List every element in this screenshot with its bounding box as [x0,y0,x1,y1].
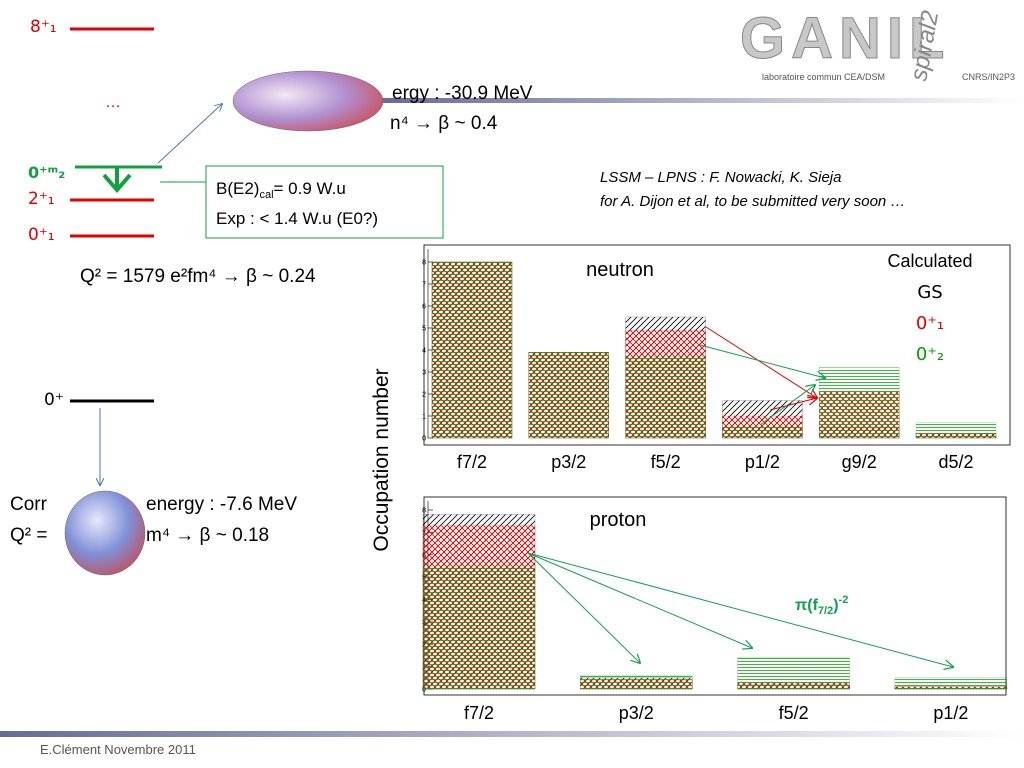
chart-title: proton [590,509,647,531]
t: π(f [795,597,819,614]
legend-entry: GS [917,282,942,303]
arrow [527,552,953,667]
level-label: 0⁺ [44,390,64,410]
x-tick-label: p3/2 [551,452,586,472]
be2-text: Exp : < 1.4 W.u (E0?) [216,209,378,228]
header-bar [380,98,1024,103]
be2-text: B(E2)cal= 0.9 W.u [216,179,346,201]
spherical-shape [64,490,146,576]
chart-title: neutron [586,259,654,281]
y-tick-label: 2 [422,392,426,399]
t: = 0.9 W.u [274,179,346,198]
level-label: 8⁺₁ [30,17,57,37]
x-tick-label: f5/2 [779,703,809,723]
y-axis-label: Occupation number [370,368,393,551]
x-tick-label: d5/2 [938,452,973,472]
y-tick-label: 8 [422,508,426,515]
y-tick-label: 8 [422,260,426,267]
level-label: 2⁺₁ [28,189,55,209]
text: Corr [10,494,48,515]
x-tick-label: p1/2 [745,452,780,472]
y-tick-label: 7 [422,282,426,289]
y-tick-label: 6 [422,304,426,311]
text: ergy : -30.9 MeV [392,83,533,104]
y-tick-label: 5 [422,326,426,333]
text: energy : -7.6 MeV [146,494,297,515]
bar [737,657,850,690]
y-tick-label: 3 [422,370,426,377]
bar [431,261,513,439]
bar [819,367,900,439]
level-label: 0⁺₁ [28,225,55,245]
x-tick-label: f7/2 [464,703,494,723]
bar [625,356,706,439]
credit: LSSM – LPNS : F. Nowacki, K. Sieja [600,169,842,186]
connector [157,104,222,164]
arrow [527,552,640,663]
y-tick-label: 4 [422,348,426,355]
t: ) [833,597,838,614]
t: cal [259,189,273,201]
x-tick-label: f7/2 [457,452,487,472]
plot-frame [423,244,1011,446]
arrow [699,344,825,378]
y-tick-label: 1 [422,414,426,421]
x-tick-label: g9/2 [842,452,877,472]
text: n⁴ → β ~ 0.4 [390,113,498,134]
bar [915,422,997,439]
charts: 0 1 2 3 4 5 6 7 8 f7/2 p3/2 f5/2 p1/2 g9/2 d5/2 neutron… [422,244,1011,723]
arrow [705,326,817,398]
text: m⁴ → β ~ 0.18 [146,525,269,546]
y-tick-label: 0 [422,436,426,443]
be2-box [205,165,444,239]
logo-name: GANIL [740,6,950,71]
arrow [769,398,817,411]
bar [894,677,1008,690]
y-tick-label: 0 [422,687,426,694]
bar [528,352,609,439]
bar [722,426,803,439]
text: Q² = [10,525,47,546]
legend-entry: 0⁺₂ [916,344,944,365]
t: 7/2 [818,605,833,617]
prolate-shape [232,70,384,132]
legend-entry: 0⁺₁ [916,313,944,334]
credit: for A. Dijon et al, to be submitted very… [600,193,905,210]
logo-left: laboratoire commun CEA/DSM [762,72,885,82]
x-tick-label: f5/2 [651,452,681,472]
bar [422,565,536,690]
logo-right: CNRS/IN2P3 [962,72,1015,82]
footer: E.Clément Novembre 2011 [40,742,196,757]
legend-title: Calculated [887,251,972,271]
x-tick-label: p3/2 [619,703,654,723]
footer-bar [0,731,1024,737]
dots: … [105,94,121,111]
t: -2 [839,594,849,606]
arrow [759,385,815,426]
t: B(E2) [216,179,259,198]
arrow [527,552,752,648]
level-label: 0⁺ᵐ₂ [28,163,65,182]
bar [580,675,693,690]
x-tick-label: p1/2 [933,703,968,723]
text: Q² = 1579 e²fm⁴ → β ~ 0.24 [80,266,316,287]
annotation: π(f7/2)-2 [795,594,848,617]
